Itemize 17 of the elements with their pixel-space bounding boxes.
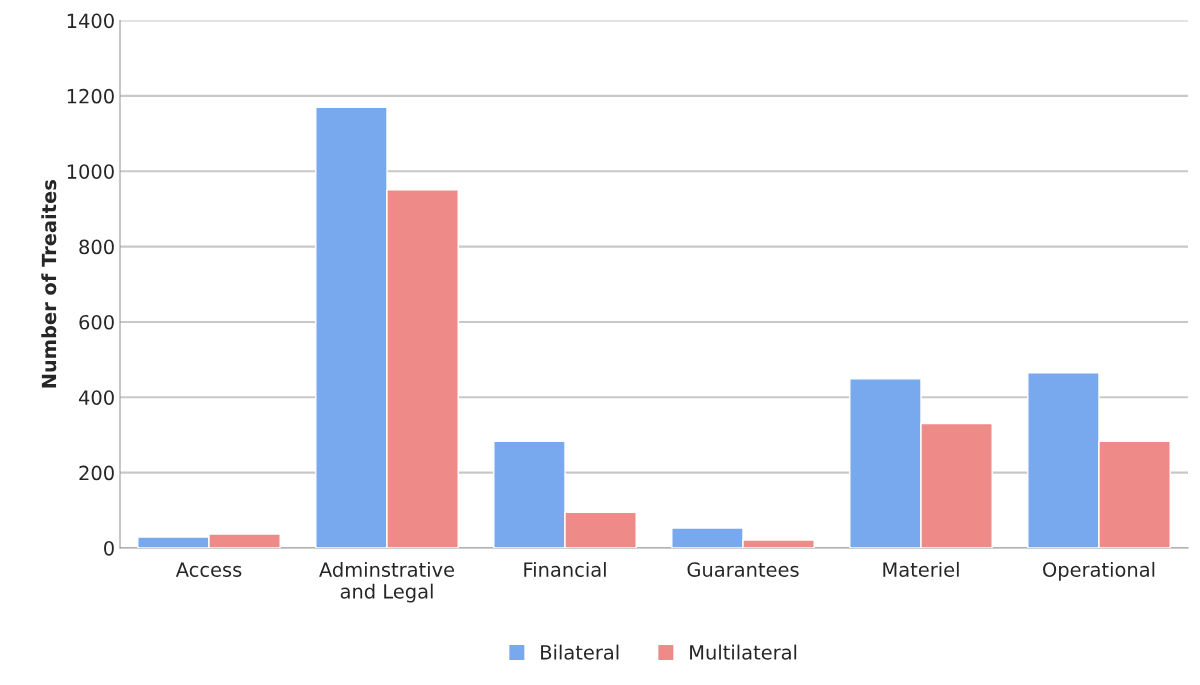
y-tick-label: 800 — [79, 239, 114, 255]
x-tick-label: Guarantees — [687, 562, 799, 577]
y-axis-title: Number of Treaites — [41, 180, 57, 388]
y-tick-label: 200 — [79, 465, 114, 481]
x-tick-label: Operational — [1043, 561, 1155, 581]
legend-label: Multilateral — [690, 644, 797, 660]
x-tick-label: Materiel — [883, 561, 959, 577]
y-tick-label: 600 — [79, 314, 114, 330]
x-tick-label: Adminstrative and Legal — [319, 561, 455, 603]
y-tick-label: 400 — [78, 390, 114, 405]
y-tick-label: 1400 — [67, 13, 114, 29]
legend-label: Bilateral — [541, 644, 619, 660]
x-tick-label: Financial — [524, 561, 606, 577]
y-tick-label: 1200 — [67, 88, 114, 104]
x-tick-label: Access — [175, 562, 242, 577]
y-tick-label: 0 — [104, 540, 114, 556]
y-tick-label: 1000 — [67, 164, 114, 179]
